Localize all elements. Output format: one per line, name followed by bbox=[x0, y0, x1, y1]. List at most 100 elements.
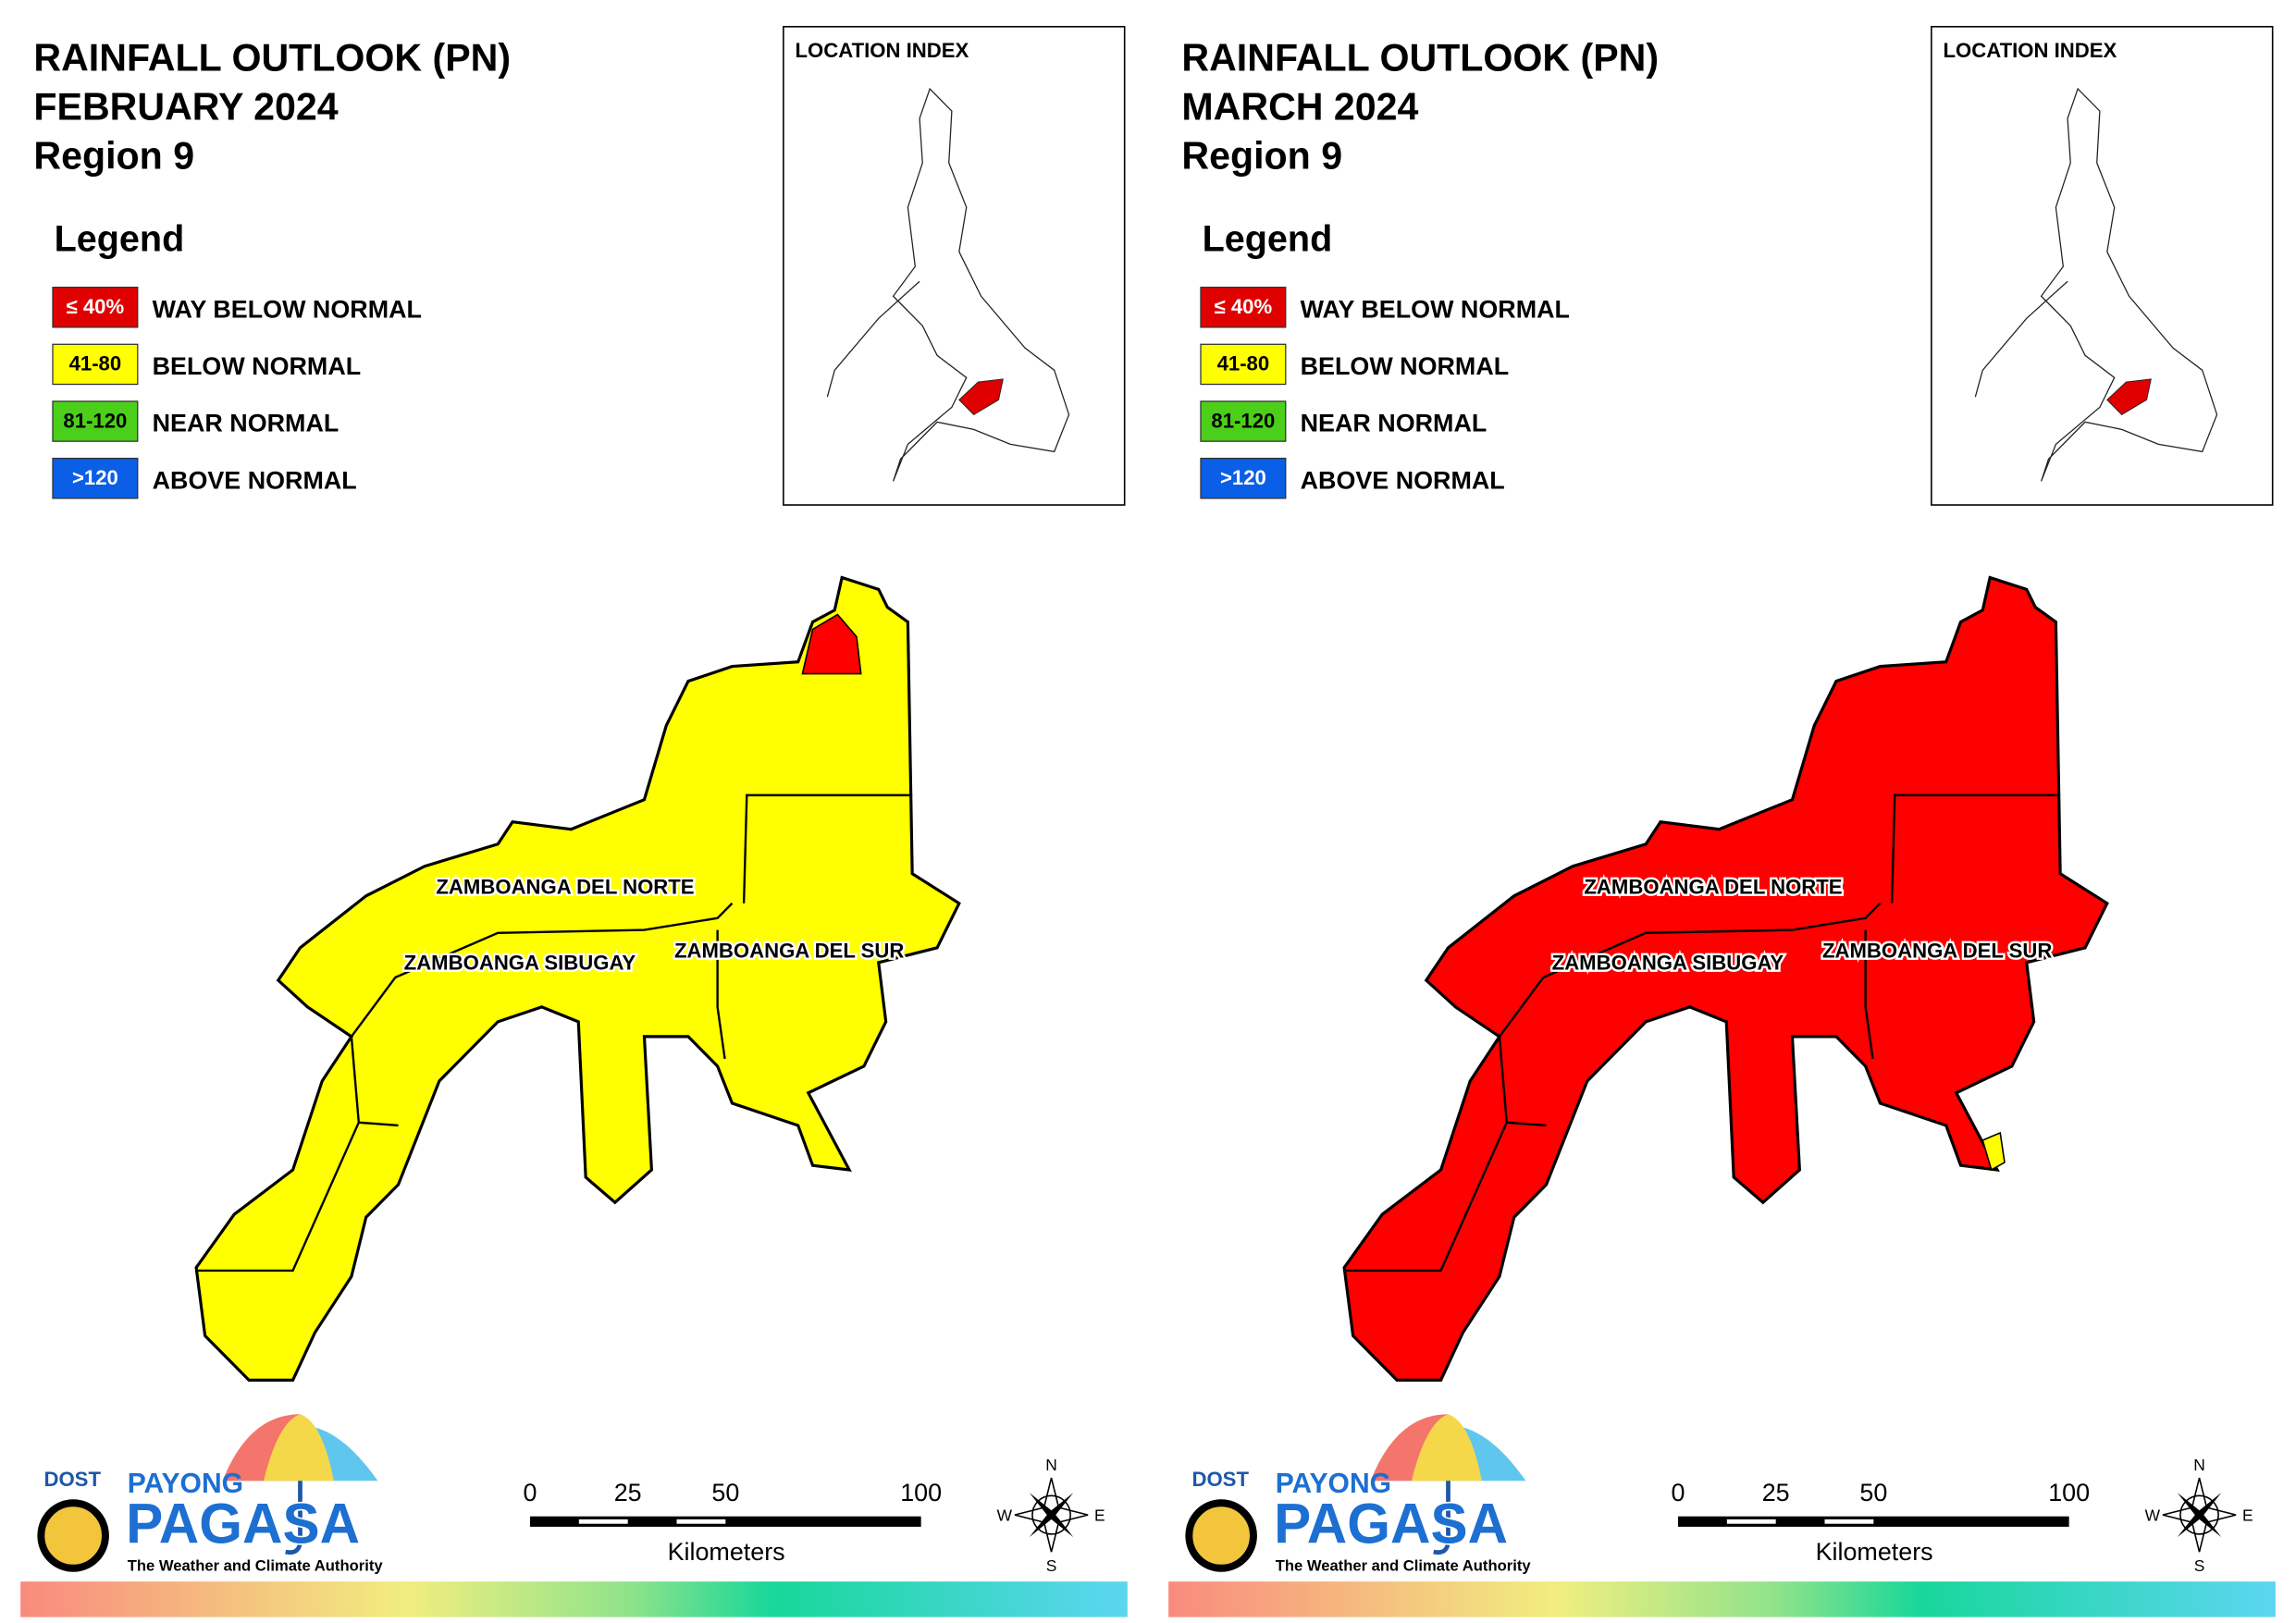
legend-swatch bbox=[1200, 457, 1287, 499]
scale-tick-label: 100 bbox=[2048, 1479, 2090, 1506]
inset-title: LOCATION INDEX bbox=[796, 39, 969, 62]
inset-region bbox=[958, 378, 1004, 415]
legend-label: BELOW NORMAL bbox=[1301, 352, 1510, 380]
legend-swatch bbox=[1200, 343, 1287, 386]
province-boundary bbox=[1345, 1121, 1547, 1273]
province-boundary bbox=[350, 902, 734, 1123]
compass-letter: N bbox=[2193, 1456, 2205, 1474]
logo-dost: DOST bbox=[1191, 1468, 1249, 1491]
scale-unit: Kilometers bbox=[668, 1538, 785, 1566]
scale-tick-label: 25 bbox=[1762, 1479, 1790, 1506]
compass-ring bbox=[2179, 1494, 2219, 1535]
region-map bbox=[1342, 575, 2109, 1382]
legend-label: ABOVE NORMAL bbox=[1301, 466, 1505, 494]
compass-letter: E bbox=[1094, 1506, 1105, 1524]
legend-swatch-label: 81-120 bbox=[63, 409, 127, 432]
logo-tagline: The Weather and Climate Authority bbox=[1276, 1557, 1532, 1575]
region-patch bbox=[1981, 1131, 2006, 1172]
logo-pagasa: PAGASA bbox=[1274, 1492, 1508, 1555]
inset-country bbox=[2040, 87, 2218, 482]
legend-label: ABOVE NORMAL bbox=[153, 466, 357, 494]
legend-swatch-label: 81-120 bbox=[1211, 409, 1275, 432]
inset-country bbox=[892, 87, 1070, 482]
compass-letter: S bbox=[1046, 1556, 1057, 1575]
logo-handle bbox=[1433, 1481, 1450, 1555]
scale-bar-segment bbox=[578, 1518, 628, 1524]
compass-letter: E bbox=[2242, 1506, 2253, 1524]
scale-tick-label: 50 bbox=[711, 1479, 739, 1506]
legend-swatch bbox=[52, 287, 139, 328]
title-line: RAINFALL OUTLOOK (PN) bbox=[1181, 36, 1659, 79]
province-label: ZAMBOANGA DEL SUR bbox=[1822, 939, 2052, 962]
province-boundary bbox=[1864, 929, 1874, 1060]
region-patch bbox=[801, 613, 862, 675]
legend-swatch bbox=[52, 457, 139, 499]
province-label: ZAMBOANGA DEL NORTE bbox=[1584, 876, 1842, 899]
province-boundary bbox=[716, 929, 726, 1060]
legend-title: Legend bbox=[1203, 218, 1333, 259]
footer-band bbox=[1168, 1581, 2276, 1617]
legend-title: Legend bbox=[55, 218, 185, 259]
logo-umbrella-mid bbox=[1411, 1414, 1482, 1482]
logo-tagline: The Weather and Climate Authority bbox=[128, 1557, 384, 1575]
legend-swatch-label: >120 bbox=[72, 466, 118, 489]
compass-letter: W bbox=[2145, 1506, 2161, 1524]
title-line: FEBRUARY 2024 bbox=[33, 85, 338, 128]
legend-label: BELOW NORMAL bbox=[153, 352, 362, 380]
legend-swatch bbox=[1200, 287, 1287, 328]
logo-seal bbox=[1185, 1499, 1257, 1572]
inset-region bbox=[2106, 378, 2152, 415]
legend-swatch-label: >120 bbox=[1220, 466, 1266, 489]
logo-umbrella-mid bbox=[263, 1414, 334, 1482]
logo-seal bbox=[37, 1499, 109, 1572]
scale-tick-label: 50 bbox=[1859, 1479, 1887, 1506]
legend-swatch-label: ≤ 40% bbox=[67, 295, 125, 318]
title-line: RAINFALL OUTLOOK (PN) bbox=[33, 36, 511, 79]
map-panel: RAINFALL OUTLOOK (PN) MARCH 2024 Region 9 L… bbox=[1168, 26, 2276, 1617]
scale-tick-label: 0 bbox=[1672, 1479, 1685, 1506]
province-label: ZAMBOANGA SIBUGAY bbox=[1552, 951, 1784, 974]
legend-swatch bbox=[1200, 400, 1287, 442]
title-line: MARCH 2024 bbox=[1181, 85, 1418, 128]
legend-label: NEAR NORMAL bbox=[153, 410, 339, 437]
compass-rose-diag bbox=[2177, 1493, 2222, 1538]
province-boundary bbox=[742, 793, 913, 904]
compass-ring bbox=[1031, 1494, 1071, 1535]
scale-bar-segment bbox=[676, 1518, 726, 1524]
logo-payong: PAYONG bbox=[1276, 1469, 1391, 1499]
legend-label: WAY BELOW NORMAL bbox=[153, 295, 422, 323]
title-line: Region 9 bbox=[33, 134, 194, 177]
inset-palawan bbox=[1974, 280, 2068, 398]
logo-pagasa: PAGASA bbox=[126, 1492, 360, 1555]
province-boundary bbox=[197, 1121, 399, 1273]
province-label: ZAMBOANGA DEL SUR bbox=[674, 939, 904, 962]
legend-swatch-label: ≤ 40% bbox=[1215, 295, 1273, 318]
scale-tick-label: 25 bbox=[614, 1479, 642, 1506]
legend-label: WAY BELOW NORMAL bbox=[1301, 295, 1570, 323]
compass-letter: W bbox=[997, 1506, 1013, 1524]
province-label: ZAMBOANGA SIBUGAY bbox=[404, 951, 636, 974]
scale-tick-label: 100 bbox=[900, 1479, 942, 1506]
scale-unit: Kilometers bbox=[1816, 1538, 1933, 1566]
logo-handle bbox=[285, 1481, 302, 1555]
province-boundary bbox=[1890, 793, 2061, 904]
scale-bar-segment bbox=[1824, 1518, 1874, 1524]
region-map bbox=[194, 575, 961, 1382]
inset-palawan bbox=[826, 280, 920, 398]
province-boundary bbox=[1498, 902, 1882, 1123]
legend-swatch-label: 41-80 bbox=[1217, 352, 1270, 375]
title-line: Region 9 bbox=[1181, 134, 1342, 177]
scale-bar-segment bbox=[1726, 1518, 1776, 1524]
compass-letter: S bbox=[2194, 1556, 2205, 1575]
province-label: ZAMBOANGA DEL NORTE bbox=[436, 876, 694, 899]
logo-dost: DOST bbox=[43, 1468, 101, 1491]
legend-swatch bbox=[52, 400, 139, 442]
legend-swatch-label: 41-80 bbox=[69, 352, 122, 375]
legend-swatch bbox=[52, 343, 139, 386]
compass-letter: N bbox=[1045, 1456, 1057, 1474]
scale-tick-label: 0 bbox=[524, 1479, 537, 1506]
compass-rose-diag bbox=[1029, 1493, 1074, 1538]
footer-band bbox=[20, 1581, 1128, 1617]
logo-payong: PAYONG bbox=[128, 1469, 243, 1499]
